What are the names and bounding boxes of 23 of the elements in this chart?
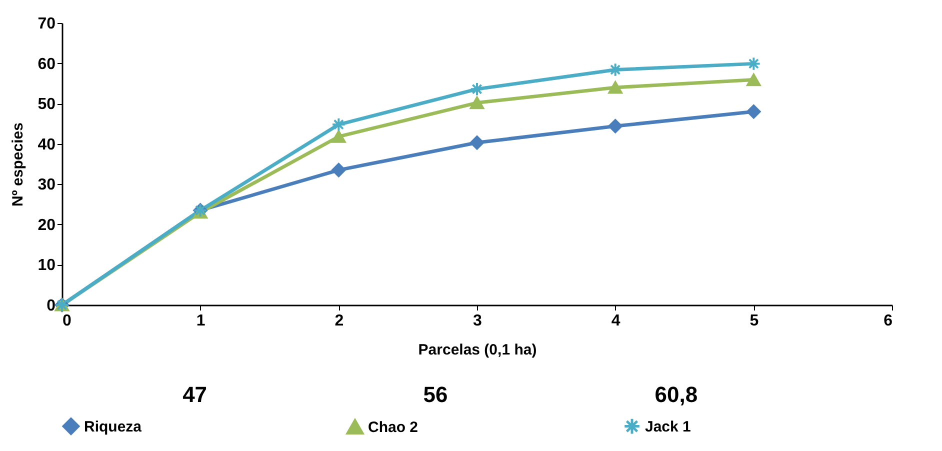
y-tick-label: 50 (38, 96, 56, 114)
legend-label: Riqueza (84, 418, 142, 436)
x-tick-label: 1 (196, 312, 206, 330)
x-tick-label: 3 (473, 312, 482, 330)
x-tick-label: 4 (611, 312, 620, 330)
y-tick-label: 20 (38, 216, 56, 234)
legend-label: Jack 1 (645, 418, 691, 436)
y-tick-label: 0 (46, 298, 56, 314)
text: 60,8 (654, 382, 698, 407)
y-tick-label: 30 (38, 176, 56, 194)
y-axis-title: Nº especies (10, 122, 27, 206)
x-tick-label: 0 (62, 312, 72, 330)
y-tick-label: 10 (38, 257, 56, 274)
x-axis-title: Parcelas (0,1 ha) (418, 342, 537, 358)
x-tick-label: 2 (334, 312, 344, 330)
text: 47 (182, 382, 208, 407)
y-tick-label: 40 (38, 136, 56, 154)
legend-label: Chao 2 (368, 418, 418, 436)
x-tick-label: 5 (750, 312, 759, 330)
y-tick-label: 60 (38, 56, 56, 73)
y-tick-label: 70 (38, 16, 56, 32)
x-tick-label: 6 (884, 312, 893, 330)
text: 56 (423, 382, 448, 407)
